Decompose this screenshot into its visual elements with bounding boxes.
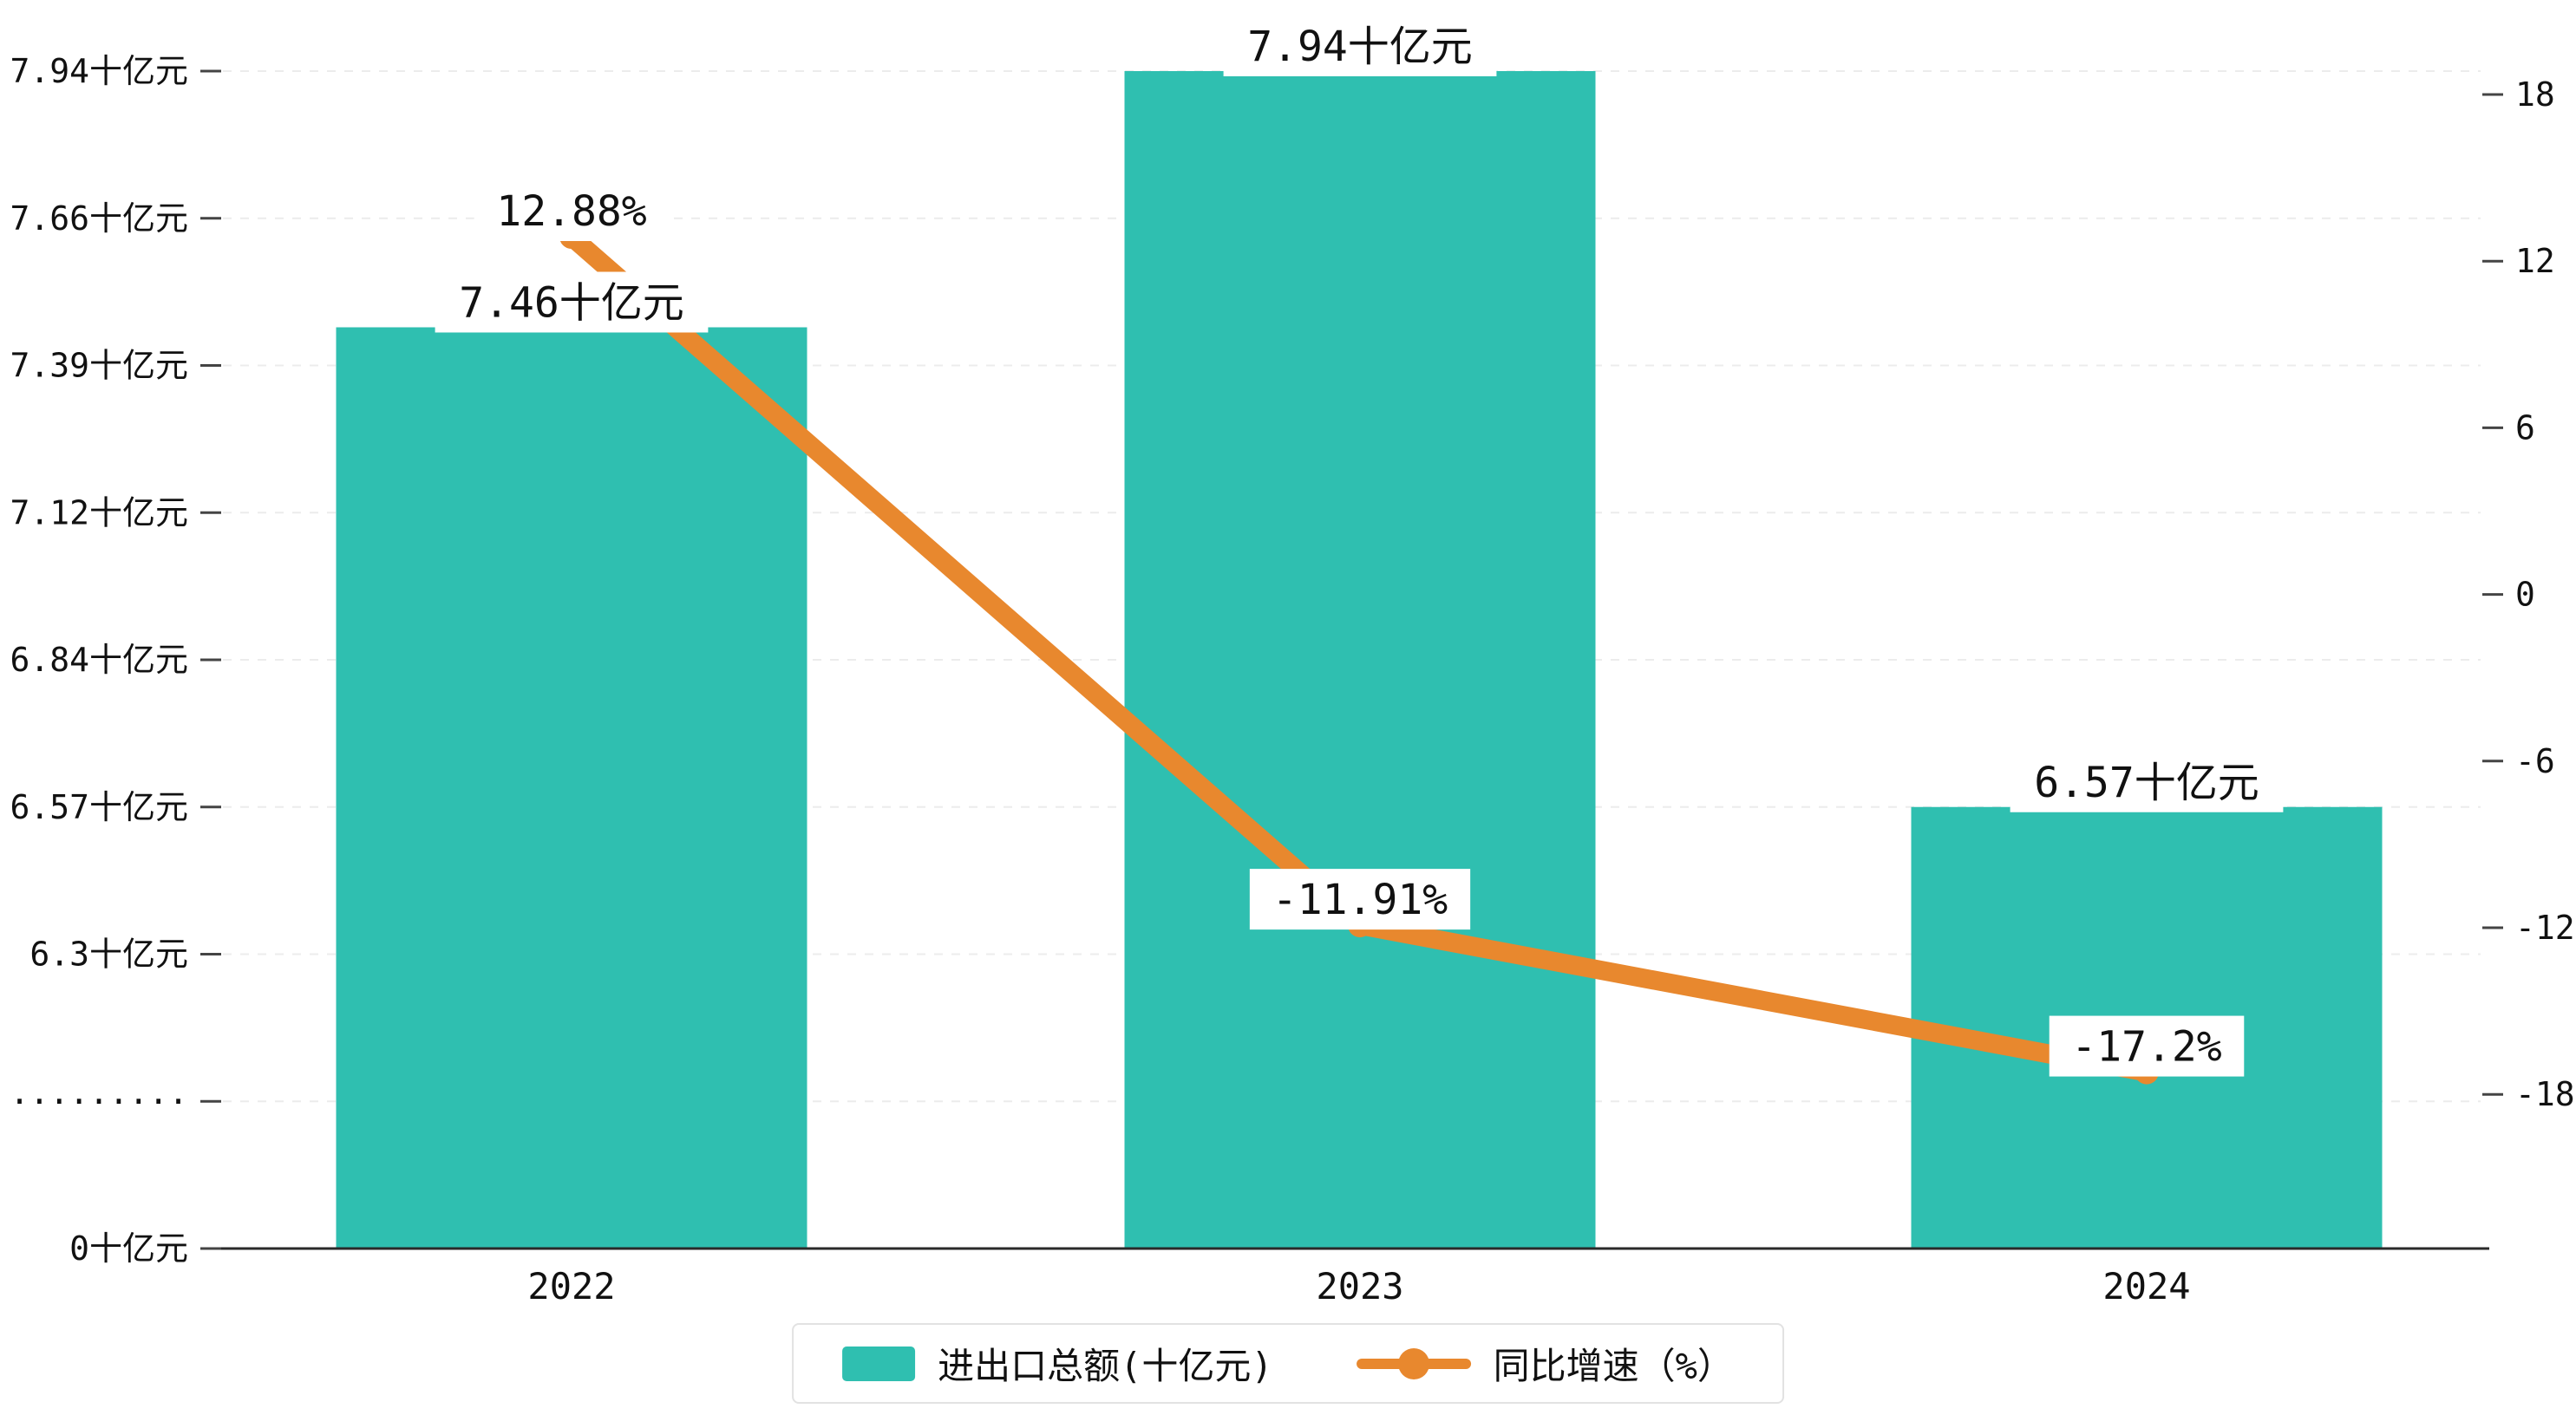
bar-legend-label: 进出口总额(十亿元) bbox=[938, 1345, 1273, 1387]
left-axis-label: 7.12十亿元 bbox=[10, 493, 188, 531]
category-label-2024: 2024 bbox=[2102, 1265, 2190, 1307]
line-legend-marker bbox=[1356, 1347, 1471, 1379]
bar-2022[interactable] bbox=[336, 327, 807, 1249]
left-axis-label: 0十亿元 bbox=[69, 1229, 188, 1268]
category-label-2022: 2022 bbox=[527, 1265, 615, 1307]
line-legend-dot-icon bbox=[1397, 1347, 1429, 1379]
growth-value-label-2024-bg bbox=[2049, 1015, 2245, 1077]
growth-value-label-2023-bg bbox=[1249, 869, 1471, 930]
left-axis-label: 7.39十亿元 bbox=[10, 347, 188, 385]
right-axis-label: 0 bbox=[2515, 576, 2535, 614]
right-axis-label: -12 bbox=[2515, 909, 2575, 947]
growth-value-label-2023: -11.91% bbox=[1272, 876, 1448, 924]
left-axis-label: 6.57十亿元 bbox=[10, 788, 188, 826]
legend: 进出口总额(十亿元) 同比增速（%） bbox=[792, 1323, 1784, 1404]
right-axis-label: -6 bbox=[2515, 742, 2555, 780]
left-axis-label: 6.84十亿元 bbox=[10, 641, 188, 679]
right-axis-label: 18 bbox=[2515, 75, 2555, 114]
left-axis-label: ········· bbox=[10, 1082, 188, 1120]
bar-value-label-2023-bg bbox=[1223, 16, 1497, 76]
bar-value-label-2024-bg bbox=[2010, 751, 2284, 812]
bar-value-label-2022: 7.46十亿元 bbox=[459, 278, 684, 327]
right-axis-label: -18 bbox=[2515, 1075, 2575, 1113]
left-axis-label: 6.3十亿元 bbox=[29, 936, 188, 974]
legend-item-line[interactable]: 同比增速（%） bbox=[1356, 1337, 1734, 1390]
growth-value-label-2024: -17.2% bbox=[2071, 1023, 2221, 1072]
category-label-2023: 2023 bbox=[1316, 1265, 1403, 1307]
legend-item-bar[interactable]: 进出口总额(十亿元) bbox=[842, 1337, 1273, 1390]
bar-2023[interactable] bbox=[1124, 71, 1596, 1249]
bar-value-label-2022-bg bbox=[435, 271, 709, 333]
growth-value-label-2022-bg bbox=[474, 180, 670, 242]
right-axis-label: 6 bbox=[2515, 408, 2535, 447]
bar-value-label-2024: 6.57十亿元 bbox=[2034, 759, 2259, 807]
right-axis-label: 12 bbox=[2515, 242, 2555, 280]
bar-value-label-2023: 7.94十亿元 bbox=[1247, 23, 1473, 71]
left-axis-label: 7.94十亿元 bbox=[10, 52, 188, 90]
left-axis-label: 7.66十亿元 bbox=[10, 199, 188, 238]
bar-legend-swatch bbox=[842, 1346, 916, 1381]
line-legend-label: 同比增速（%） bbox=[1493, 1345, 1734, 1387]
growth-value-label-2022: 12.88% bbox=[496, 187, 646, 236]
